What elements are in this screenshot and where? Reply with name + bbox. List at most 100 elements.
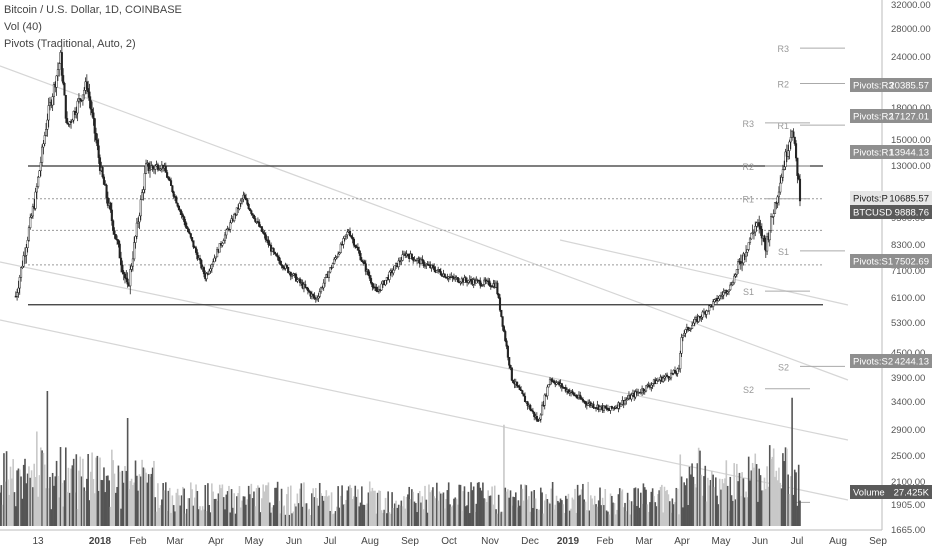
volume-bar <box>578 495 580 526</box>
candle-body <box>118 243 121 259</box>
volume-bar <box>87 453 89 526</box>
candle-body <box>20 267 23 278</box>
volume-bar <box>768 445 771 526</box>
volume-bar <box>512 496 514 526</box>
volume-bar <box>207 483 209 526</box>
volume-bar <box>464 506 467 526</box>
volume-bar <box>438 491 441 526</box>
candle-body <box>680 337 683 354</box>
price-axis-tick-label: 28000.00 <box>891 24 931 35</box>
candle-body <box>131 258 134 267</box>
pivot-level-tag: S1 <box>743 287 754 297</box>
candle-body <box>475 279 478 284</box>
candle-body <box>81 94 84 101</box>
candle-body <box>56 69 59 77</box>
volume-bar <box>46 391 49 526</box>
volume-bar <box>238 486 241 526</box>
pivot-label-value: 4244.13 <box>895 357 929 368</box>
candle-body <box>66 118 69 124</box>
volume-bar <box>237 493 239 526</box>
volume-bar <box>678 514 680 526</box>
volume-bar <box>491 486 493 526</box>
candle-body <box>222 240 225 244</box>
candle-body <box>658 379 661 382</box>
volume-bar <box>575 512 578 526</box>
volume-bar <box>664 491 667 526</box>
volume-bar <box>709 480 712 526</box>
candle-body <box>722 291 725 296</box>
volume-bar <box>275 487 278 526</box>
volume-bar <box>705 501 708 526</box>
volume-bar <box>692 476 695 526</box>
volume-bar <box>516 507 518 526</box>
volume-bar <box>434 498 437 526</box>
candle-body <box>560 383 563 388</box>
volume-bar <box>125 470 128 526</box>
volume-bar <box>34 477 37 526</box>
volume-bar <box>299 488 301 526</box>
volume-bar <box>370 491 372 526</box>
volume-bar <box>422 509 425 526</box>
candle-body <box>459 281 462 284</box>
volume-bar <box>792 494 795 526</box>
volume-bar <box>355 496 358 526</box>
volume-bar <box>551 481 554 526</box>
price-axis-tick-label: 3900.00 <box>891 373 925 384</box>
candle-body <box>189 233 192 238</box>
volume-bar <box>168 487 171 526</box>
candle-body <box>26 240 29 248</box>
candle-body <box>241 198 244 202</box>
pivot-level-tag: S1 <box>778 247 789 257</box>
candle-body <box>518 387 521 390</box>
candle-body <box>97 145 100 158</box>
volume-bar <box>488 495 491 526</box>
time-axis-tick-label: Dec <box>521 536 539 547</box>
volume-bar <box>54 476 57 526</box>
candle-body <box>79 98 82 101</box>
volume-bar <box>697 447 700 526</box>
volume-bar <box>471 490 474 526</box>
candle-body <box>796 157 799 176</box>
volume-bar <box>503 424 505 526</box>
volume-bar <box>84 490 87 526</box>
volume-bar <box>447 482 450 526</box>
candle-body <box>742 253 745 264</box>
volume-bar <box>614 514 617 526</box>
volume-bar <box>745 491 747 526</box>
candle-body <box>110 209 113 221</box>
volume-bar <box>297 503 300 526</box>
candle-body <box>142 189 145 193</box>
candle-body <box>154 165 157 170</box>
volume-bar <box>222 497 225 526</box>
volume-bar <box>211 483 213 526</box>
volume-bar <box>366 503 368 526</box>
price-axis-tick-label: 15000.00 <box>891 135 931 146</box>
volume-bar <box>529 511 532 526</box>
volume-bar <box>225 494 228 526</box>
volume-bar <box>200 510 203 526</box>
volume-bar <box>591 498 593 526</box>
volume-bar <box>737 481 739 526</box>
candle-body <box>92 112 95 119</box>
candle-body <box>68 121 71 125</box>
candle-body <box>531 410 534 413</box>
volume-bar <box>670 512 672 526</box>
candle-body <box>205 273 208 280</box>
volume-bar <box>542 513 545 526</box>
volume-bar <box>646 504 649 526</box>
volume-bar <box>571 497 574 526</box>
volume-bar <box>734 499 737 526</box>
volume-bar <box>732 500 734 526</box>
volume-bar <box>613 503 616 526</box>
volume-bar <box>107 475 109 526</box>
volume-bar <box>86 478 88 526</box>
candle-body <box>109 202 112 211</box>
volume-bar <box>758 468 761 526</box>
volume-bar <box>304 503 307 526</box>
candle-body <box>262 231 265 234</box>
candle-body <box>216 249 219 258</box>
time-axis-tick-label: Aug <box>829 536 847 547</box>
volume-bar <box>175 492 178 526</box>
volume-bar <box>607 511 609 526</box>
